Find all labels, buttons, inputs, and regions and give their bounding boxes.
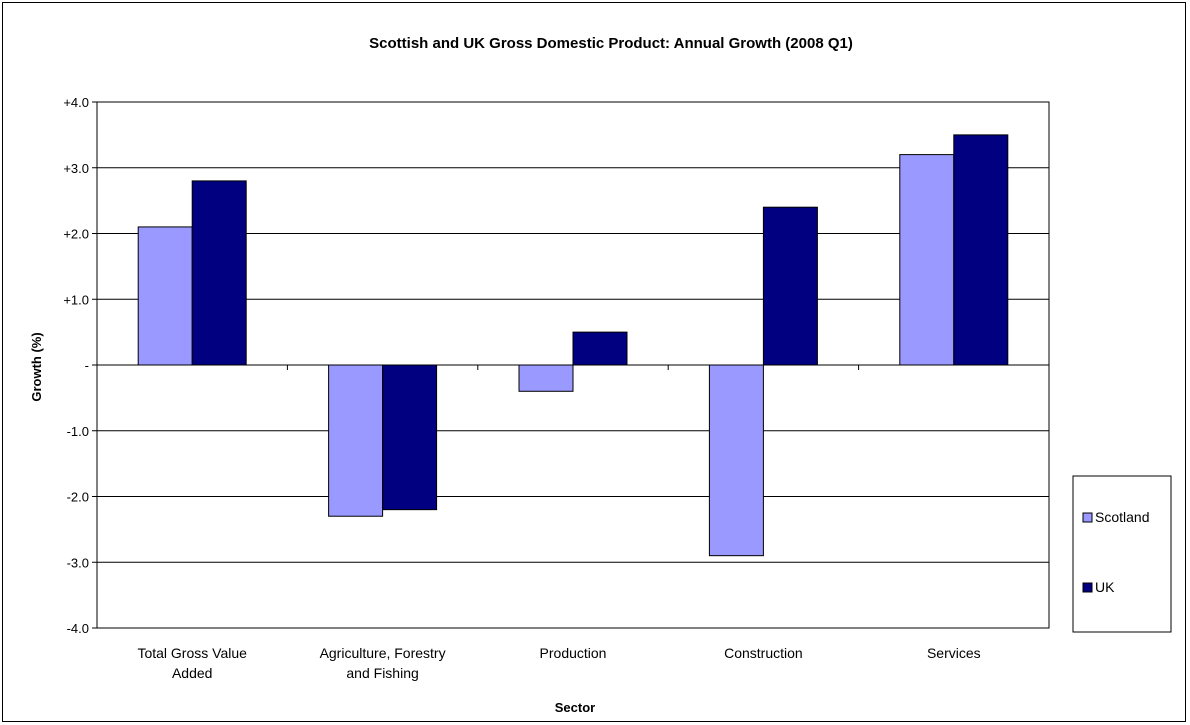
y-tick-label: +4.0 [63, 95, 89, 110]
legend-box [1072, 475, 1172, 633]
legend: Scotland UK [1072, 475, 1172, 633]
bar-uk-3 [762, 206, 818, 366]
x-tick-label: Production [540, 645, 607, 661]
y-tick-label: -2.0 [67, 490, 89, 505]
y-tick-label: - [85, 358, 89, 373]
y-tick-label: -4.0 [67, 621, 89, 636]
legend-label-scotland: Scotland [1095, 509, 1149, 525]
bar-uk-0 [191, 180, 247, 366]
y-tick-label: +3.0 [63, 161, 89, 176]
bar-chart: Scottish and UK Gross Domestic Product: … [29, 35, 1172, 715]
plot-area: +4.0 +3.0 +2.0 +1.0 - -1.0 -2.0 -3.0 -4.0 Total G… [63, 95, 1050, 681]
y-tick-label: +1.0 [63, 292, 89, 307]
bar-scotland-1 [328, 364, 384, 517]
x-tick-label: Total Gross Value [137, 645, 247, 661]
y-tick-label: +2.0 [63, 227, 89, 242]
bar-scotland-0 [137, 226, 193, 366]
y-tick-label: -3.0 [67, 555, 89, 570]
x-tick-label: Added [172, 665, 212, 681]
bar-scotland-4 [899, 154, 955, 366]
bar-uk-4 [953, 134, 1009, 366]
x-tick-label: Construction [724, 645, 803, 661]
x-axis-title: Sector [555, 700, 595, 715]
bar-scotland-3 [708, 364, 764, 557]
y-tick-label: -1.0 [67, 424, 89, 439]
legend-label-uk: UK [1095, 579, 1115, 595]
bar-uk-1 [382, 364, 438, 511]
bar-scotland-2 [518, 364, 574, 392]
x-tick-label: Agriculture, Forestry [320, 645, 446, 661]
legend-swatch-uk [1082, 582, 1093, 593]
legend-swatch-scotland [1082, 512, 1093, 523]
y-axis-title: Growth (%) [29, 332, 44, 401]
plot-border [96, 101, 1050, 629]
chart-title: Scottish and UK Gross Domestic Product: … [369, 35, 853, 52]
bar-uk-2 [572, 331, 628, 366]
x-tick-label: Services [927, 645, 981, 661]
x-tick-label: and Fishing [346, 665, 418, 681]
